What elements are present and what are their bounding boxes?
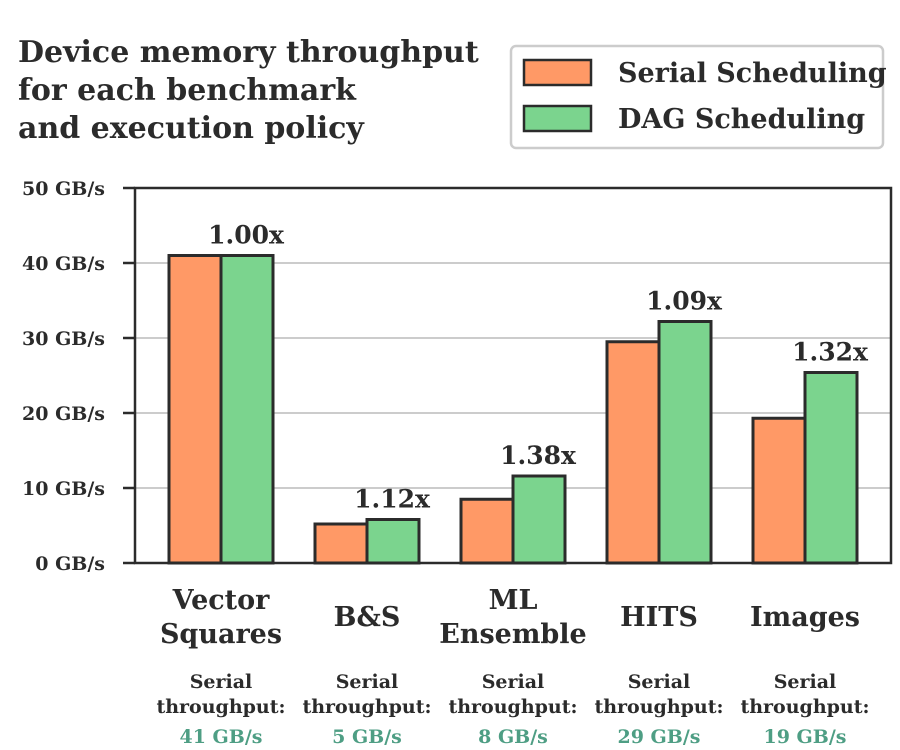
x-category-label: HITS <box>620 602 698 633</box>
bar-dag-4 <box>803 371 859 565</box>
speedup-labels: 1.00x 1.12x 1.38x 1.09x 1.32x <box>208 221 869 514</box>
legend: Serial Scheduling DAG Scheduling <box>509 44 887 150</box>
note-line: Serial <box>190 671 253 693</box>
bars <box>167 254 859 565</box>
legend-swatch-dag <box>522 104 593 133</box>
x-category-label: Images <box>750 602 860 633</box>
chart-title-line: for each benchmark <box>18 73 357 108</box>
bar-dag-0 <box>219 254 275 565</box>
y-tick-label: 10 GB/s <box>22 478 105 500</box>
speedup-label: 1.32x <box>792 338 869 367</box>
note-line: throughput: <box>448 696 577 718</box>
note-line: throughput: <box>740 696 869 718</box>
bar-serial-0 <box>167 254 223 565</box>
note-value: 19 GB/s <box>764 726 847 748</box>
note-line: throughput: <box>156 696 285 718</box>
bar-serial-2 <box>459 497 515 565</box>
bar-serial-3 <box>605 340 661 565</box>
bar-dag-1 <box>365 518 421 565</box>
note-line: Serial <box>482 671 545 693</box>
note-value: 29 GB/s <box>618 726 701 748</box>
legend-label: DAG Scheduling <box>618 104 865 135</box>
legend-label: Serial Scheduling <box>618 58 887 89</box>
y-tick-label: 20 GB/s <box>22 403 105 425</box>
serial-throughput-notes: Serial throughput: 41 GB/s Serial throughput… <box>156 671 869 748</box>
chart-title-line: and execution policy <box>18 111 365 146</box>
x-category-label: Squares <box>160 619 282 650</box>
x-category-label: B&S <box>334 602 401 633</box>
chart-title-line: Device memory throughput <box>18 35 479 70</box>
note-line: Serial <box>628 671 691 693</box>
x-category-label: Ensemble <box>439 619 586 650</box>
note-line: Serial <box>336 671 399 693</box>
speedup-label: 1.12x <box>354 485 431 514</box>
y-tick-label: 30 GB/s <box>22 328 105 350</box>
note-line: Serial <box>774 671 837 693</box>
bar-serial-1 <box>313 522 369 565</box>
speedup-label: 1.00x <box>208 221 285 250</box>
bar-serial-4 <box>751 416 807 565</box>
speedup-label: 1.09x <box>646 287 723 316</box>
x-category-label: ML <box>489 585 538 616</box>
y-tick-label: 40 GB/s <box>22 253 105 275</box>
y-tick-label: 0 GB/s <box>35 553 105 575</box>
legend-box <box>509 44 885 150</box>
legend-swatch-serial <box>522 58 593 87</box>
y-tick-label: 50 GB/s <box>22 178 105 200</box>
note-value: 5 GB/s <box>332 726 402 748</box>
x-category-label: Vector <box>172 585 271 616</box>
note-line: throughput: <box>302 696 431 718</box>
y-axis-ticks: 0 GB/s 10 GB/s 20 GB/s 30 GB/s 40 GB/s 50 GB/… <box>22 178 135 575</box>
plot-frame <box>133 186 893 565</box>
bar-dag-2 <box>511 474 567 565</box>
bar-dag-3 <box>657 320 713 565</box>
note-line: throughput: <box>594 696 723 718</box>
note-value: 41 GB/s <box>180 726 263 748</box>
speedup-label: 1.38x <box>500 441 577 470</box>
note-value: 8 GB/s <box>478 726 548 748</box>
